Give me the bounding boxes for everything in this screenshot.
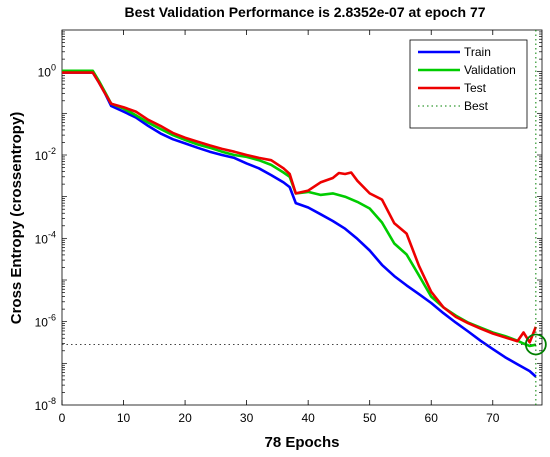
x-axis-label: 78 Epochs bbox=[264, 434, 339, 451]
x-tick-label: 40 bbox=[301, 411, 315, 425]
legend-label: Test bbox=[464, 81, 487, 95]
legend: Train Validation Test Best bbox=[409, 39, 528, 129]
legend-label: Best bbox=[464, 99, 489, 113]
y-tick-label: 10-2 bbox=[35, 146, 56, 163]
best-markers bbox=[62, 30, 547, 405]
series-line-test bbox=[62, 71, 538, 344]
x-tick-label: 60 bbox=[425, 411, 439, 425]
x-tick-label: 20 bbox=[178, 411, 192, 425]
x-tick-label: 30 bbox=[240, 411, 254, 425]
y-tick-label: 10-8 bbox=[35, 396, 56, 413]
series-layer bbox=[62, 69, 538, 378]
y-tick-label: 100 bbox=[38, 63, 56, 80]
y-tick-label: 10-4 bbox=[35, 229, 56, 246]
legend-label: Validation bbox=[464, 63, 516, 77]
x-tick-label: 10 bbox=[117, 411, 131, 425]
legend-box bbox=[409, 39, 528, 129]
best-point-marker bbox=[524, 333, 547, 356]
y-axis-label: Cross Entropy (crossentropy) bbox=[8, 112, 25, 325]
x-axis: 0 10 20 30 40 50 60 70 bbox=[59, 30, 500, 425]
y-tick-label: 10-6 bbox=[35, 313, 56, 330]
x-tick-label: 50 bbox=[363, 411, 377, 425]
legend-label: Train bbox=[464, 45, 491, 59]
x-tick-label: 0 bbox=[59, 411, 66, 425]
series-line-train bbox=[62, 71, 537, 378]
chart-title: Best Validation Performance is 2.8352e-0… bbox=[124, 4, 485, 20]
x-tick-label: 70 bbox=[486, 411, 500, 425]
